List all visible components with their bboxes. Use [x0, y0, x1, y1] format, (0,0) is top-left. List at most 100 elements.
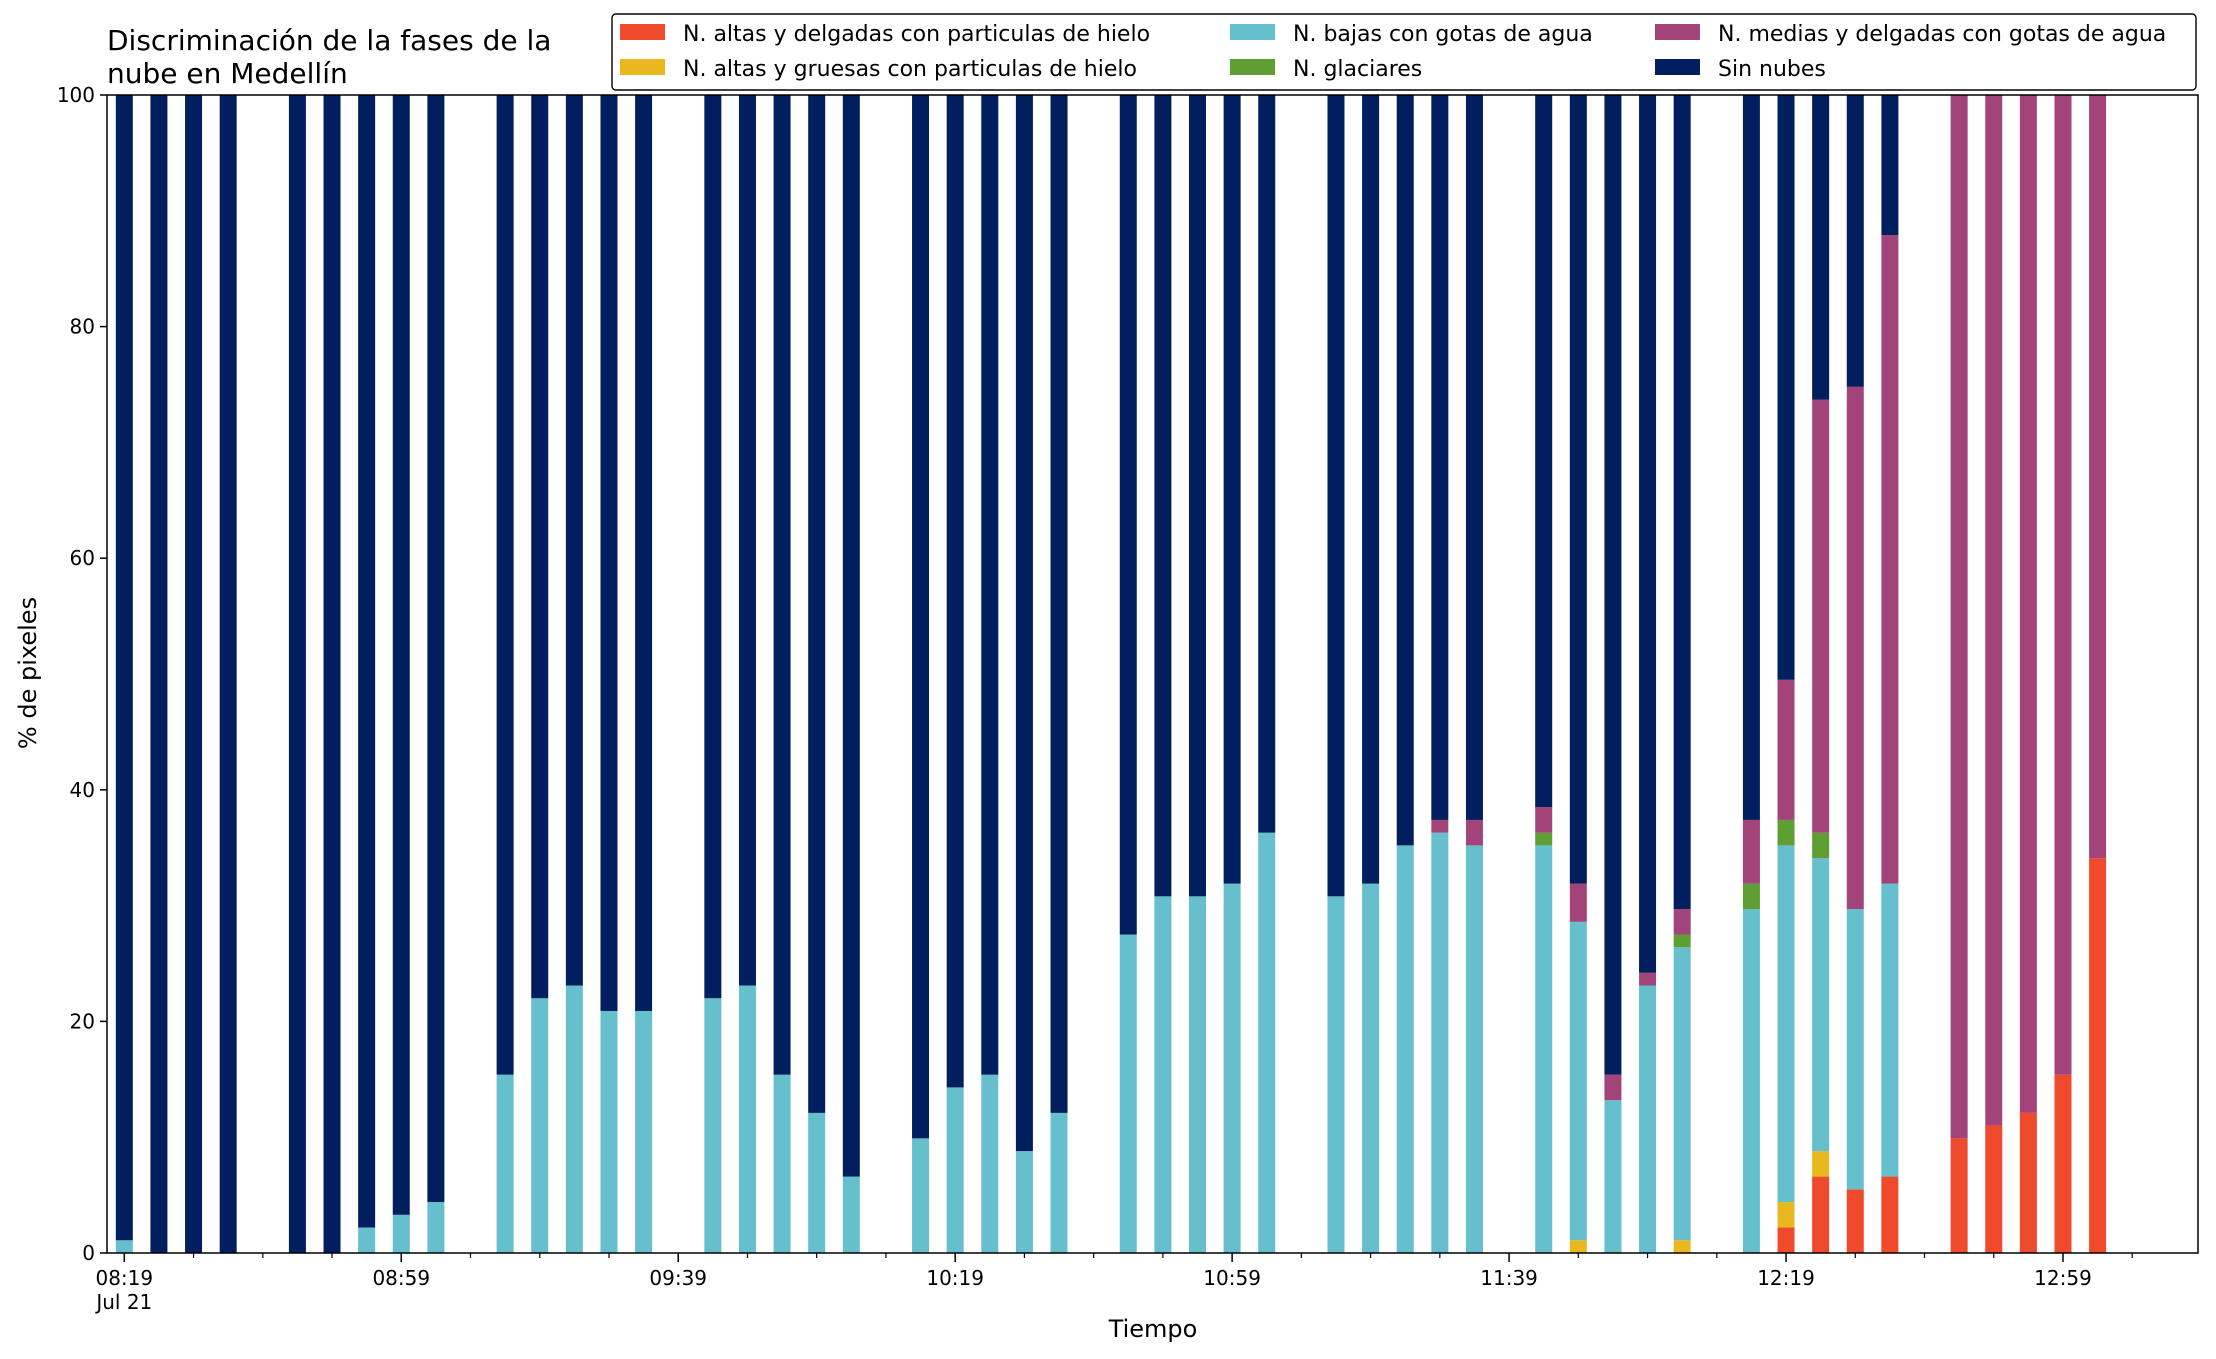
bar-segment — [1881, 1176, 1899, 1253]
bar-segment — [1535, 845, 1553, 1253]
bar-segment — [1189, 896, 1206, 1253]
bar-segment — [1569, 95, 1587, 884]
legend-swatch — [620, 24, 665, 40]
bar-segment — [1431, 95, 1449, 820]
y-axis-label: % de pixeles — [14, 597, 42, 749]
bar-segment — [219, 95, 237, 1253]
bar-segment — [1465, 95, 1483, 820]
x-tick-label: 12:59 — [2034, 1266, 2092, 1290]
y-tick-label: 100 — [57, 83, 95, 107]
bar-segment — [392, 1214, 410, 1253]
bar-segment — [981, 1074, 999, 1253]
legend-frame — [611, 13, 2197, 91]
bar-segment — [1396, 845, 1414, 1253]
legend-label: N. bajas con gotas de agua — [1293, 22, 1593, 47]
bar-segment — [1812, 832, 1830, 859]
plot-frame — [106, 94, 2199, 1254]
bar-segment — [738, 95, 756, 986]
bar-segment — [496, 1074, 514, 1253]
bar-segment — [1950, 1138, 1968, 1253]
legend-swatch — [1655, 59, 1700, 75]
bar-segment — [1777, 679, 1795, 820]
bar-segment — [1604, 1074, 1622, 1101]
bar-segment — [1673, 947, 1691, 1241]
bar-segment — [2089, 95, 2107, 859]
legend-swatch — [1655, 24, 1700, 40]
bar-segment — [1742, 883, 1760, 910]
bar-segment — [1362, 95, 1380, 884]
bar-segment — [1327, 896, 1345, 1253]
bar-segment — [1639, 972, 1657, 986]
bar-segment — [1881, 235, 1899, 884]
bar-segment — [1535, 832, 1553, 846]
y-tick-label: 80 — [70, 315, 95, 339]
bar-segment — [1846, 386, 1864, 910]
bar-segment — [635, 95, 653, 1011]
bar-segment — [323, 95, 341, 1253]
x-tick-label: 08:59 — [372, 1266, 430, 1290]
bar-segment — [1223, 883, 1241, 1253]
legend-label: N. altas y delgadas con particulas de hi… — [683, 22, 1150, 47]
bar-segment — [1777, 819, 1795, 846]
x-tick-label: 08:19 — [95, 1266, 153, 1290]
bar-segment — [1673, 95, 1691, 910]
bar-segment — [150, 95, 168, 1253]
bar-segment — [1742, 909, 1760, 1253]
bar-segment — [531, 95, 549, 999]
bar-segment — [1327, 95, 1345, 897]
bar-segment — [1050, 1112, 1068, 1253]
bar-segment — [1812, 858, 1830, 1152]
bar-segment — [946, 1087, 964, 1253]
bar-segment — [1812, 95, 1830, 400]
bar-segment — [1846, 95, 1864, 387]
x-date-label: Jul 21 — [94, 1290, 152, 1314]
x-tick-label: 11:39 — [1480, 1266, 1538, 1290]
bar-segment — [1465, 819, 1483, 846]
bar-segment — [1985, 1125, 2003, 1253]
x-axis-label: Tiempo — [1108, 1315, 1198, 1343]
bar-segment — [912, 1138, 930, 1253]
y-tick-label: 0 — [82, 1241, 95, 1265]
bar-segment — [1673, 1240, 1691, 1253]
bar-segment — [1777, 1202, 1795, 1228]
bar-segment — [842, 1176, 860, 1253]
bar-segment — [1639, 95, 1657, 973]
bar-segment — [1015, 95, 1033, 1152]
bar-segment — [427, 95, 445, 1203]
x-tick-label: 10:19 — [926, 1266, 984, 1290]
bar-segment — [1431, 819, 1449, 833]
bar-segment — [1846, 1189, 1864, 1253]
legend-swatch — [1230, 24, 1275, 40]
bars-layer — [115, 95, 2107, 1253]
bar-segment — [738, 985, 756, 1253]
bar-segment — [1604, 1100, 1622, 1253]
bar-segment — [2054, 1074, 2072, 1253]
bar-segment — [565, 95, 583, 986]
bar-segment — [1604, 95, 1622, 1075]
legend: N. altas y delgadas con particulas de hi… — [611, 13, 2197, 91]
chart-title: Discriminación de la fases de la nube en… — [107, 24, 551, 90]
bar-segment — [1777, 845, 1795, 1203]
bar-segment — [1950, 95, 1968, 1139]
bar-segment — [2019, 1112, 2037, 1253]
bar-segment — [1431, 832, 1449, 1253]
bar-segment — [1535, 807, 1553, 833]
bar-segment — [1119, 95, 1137, 935]
bar-segment — [1015, 1151, 1033, 1253]
bar-segment — [1569, 921, 1587, 1241]
bar-segment — [288, 95, 306, 1253]
bar-segment — [1535, 95, 1553, 808]
bar-segment — [773, 95, 791, 1075]
bar-segment — [1258, 832, 1276, 1253]
legend-swatch — [1230, 59, 1275, 75]
bar-segment — [1881, 95, 1899, 236]
bar-segment — [1673, 909, 1691, 935]
x-tick-label: 10:59 — [1203, 1266, 1261, 1290]
x-tick-label: 12:19 — [1757, 1266, 1815, 1290]
bar-segment — [496, 95, 514, 1075]
bar-segment — [981, 95, 999, 1075]
chart-title-line-1: Discriminación de la fases de la — [107, 24, 551, 57]
bar-segment — [600, 1010, 618, 1253]
